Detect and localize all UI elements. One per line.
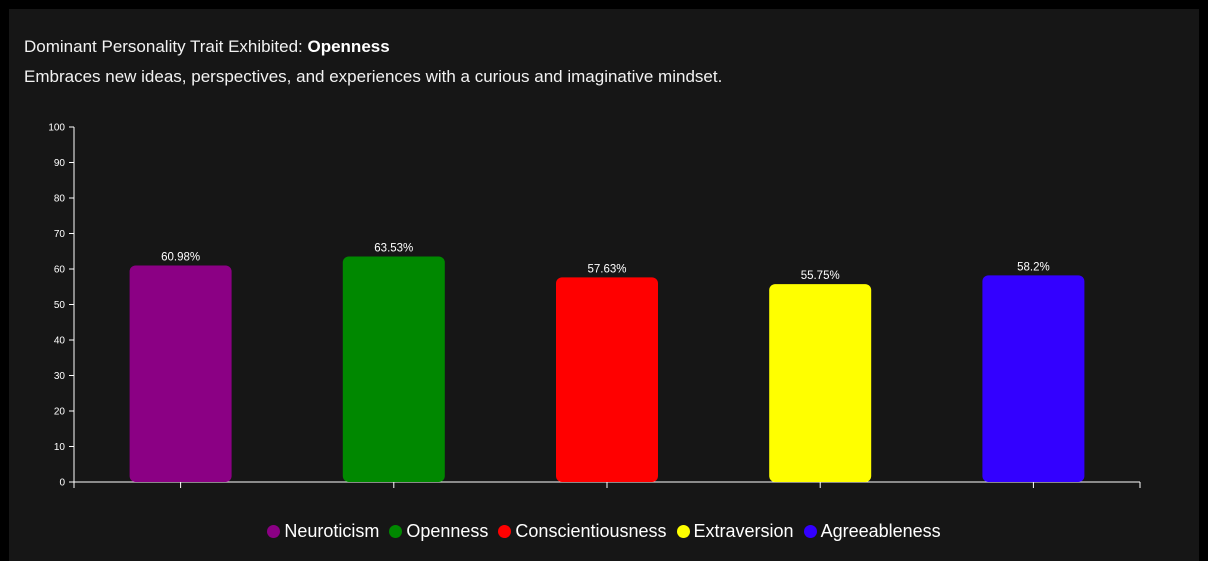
y-tick-label: 40	[54, 336, 66, 347]
legend-swatch	[803, 525, 817, 538]
bar-value-label: 58.2%	[1017, 261, 1050, 273]
y-tick-label: 0	[59, 478, 65, 489]
legend-label: Agreeableness	[820, 521, 941, 541]
legend-label: Openness	[406, 521, 489, 541]
bar-agreeableness	[982, 275, 1085, 482]
y-tick-label: 100	[48, 123, 65, 134]
y-tick-label: 70	[54, 229, 66, 240]
bar-conscientiousness	[556, 277, 658, 482]
y-tick-label: 30	[54, 371, 66, 382]
legend-swatch	[267, 525, 281, 538]
legend-label: Extraversion	[693, 521, 794, 541]
y-tick-label: 50	[54, 300, 66, 311]
y-tick-label: 60	[54, 265, 66, 276]
bar-value-label: 60.98%	[161, 252, 200, 264]
bar-value-label: 63.53%	[374, 242, 413, 254]
bar-value-label: 55.75%	[801, 270, 840, 282]
bar-chart: 0 10 20 30 40 50 60 70 80 90 100 60.98% 63.53% 57.63%…	[48, 123, 1141, 489]
legend-swatch	[676, 525, 690, 538]
dominant-trait-description: Embraces new ideas, perspectives, and ex…	[24, 67, 723, 86]
bar-neuroticism	[129, 265, 232, 482]
dominant-trait-name: Openness	[307, 37, 390, 56]
bar-extraversion	[769, 284, 872, 482]
legend-label: Neuroticism	[284, 521, 380, 541]
legend-item-conscientiousness: Conscientiousness	[498, 521, 667, 542]
legend-item-neuroticism: Neuroticism	[267, 521, 379, 542]
y-tick-label: 80	[54, 194, 66, 205]
dominant-trait-heading: Dominant Personality Trait Exhibited: Op…	[24, 37, 390, 57]
legend-label: Conscientiousness	[515, 521, 667, 541]
legend-item-openness: Openness	[389, 521, 488, 542]
y-tick-label: 90	[54, 158, 66, 169]
y-tick-label: 20	[54, 407, 66, 418]
chart-legend: Neuroticism Openness Conscientiousness Extr…	[9, 521, 1199, 542]
bar-openness	[342, 256, 445, 482]
y-tick-label: 10	[54, 442, 66, 453]
bar-value-label: 57.63%	[587, 263, 626, 275]
legend-swatch	[498, 525, 512, 538]
legend-item-agreeableness: Agreeableness	[803, 521, 941, 542]
legend-item-extraversion: Extraversion	[676, 521, 794, 542]
dominant-trait-prefix: Dominant Personality Trait Exhibited:	[24, 37, 303, 56]
legend-swatch	[389, 525, 403, 538]
chart-panel: Dominant Personality Trait Exhibited: Op…	[9, 9, 1199, 561]
